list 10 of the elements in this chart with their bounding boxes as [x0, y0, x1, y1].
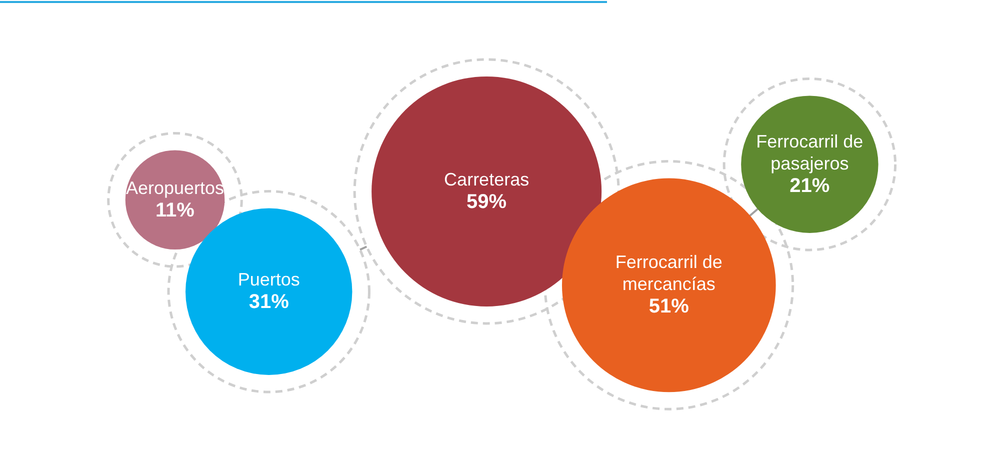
data-label: 59% [466, 190, 507, 213]
data-label: 51% [648, 296, 690, 318]
category-label: Puertos [238, 270, 300, 290]
data-label: 11% [156, 199, 195, 222]
category-label: Ferrocarril de mercancías [615, 252, 722, 294]
category-label: Carreteras [444, 169, 530, 190]
category-label: Aeropuertos [126, 178, 224, 198]
data-label: 31% [248, 291, 290, 314]
data-label: 21% [790, 174, 830, 197]
category-label: Ferrocarril de pasajeros [756, 131, 864, 174]
